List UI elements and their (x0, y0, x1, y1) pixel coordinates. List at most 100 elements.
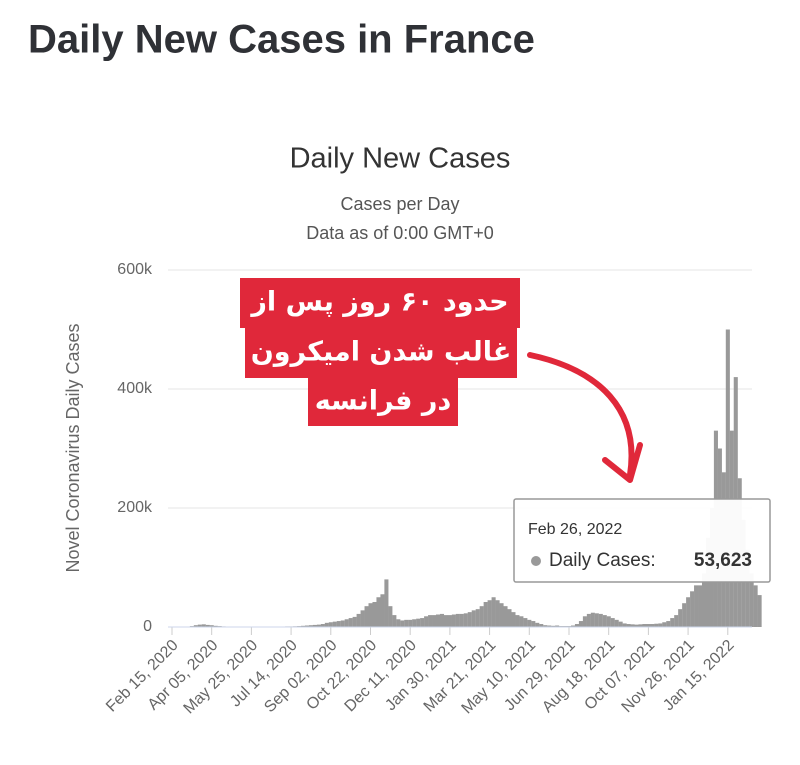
bar (213, 625, 218, 627)
annotation-box (308, 378, 458, 426)
bar (674, 615, 679, 627)
bar (523, 618, 528, 627)
bar (626, 624, 631, 627)
bar (412, 619, 417, 627)
bar (416, 618, 421, 627)
bar (757, 595, 762, 627)
bar (642, 624, 647, 627)
bar (598, 613, 603, 627)
bar (455, 613, 460, 627)
bar (594, 613, 599, 627)
bar (753, 585, 758, 627)
bar (384, 579, 389, 627)
bar (467, 612, 472, 627)
bar (499, 603, 504, 627)
bar (340, 620, 345, 627)
annotation-text: غالب شدن امیکرون (251, 337, 512, 368)
bar (312, 624, 317, 627)
bar (356, 613, 361, 627)
bar (424, 616, 429, 627)
bar (555, 625, 560, 627)
bar (578, 621, 583, 627)
bar (324, 622, 329, 627)
bar (582, 616, 587, 627)
bar (209, 625, 214, 627)
page-title: Daily New Cases in France (28, 18, 535, 62)
bar (678, 609, 683, 627)
bar (690, 591, 695, 627)
bar (348, 618, 353, 627)
y-tick-label: 400k (117, 380, 153, 397)
bar (654, 623, 659, 627)
bar (364, 606, 369, 627)
bar (376, 597, 381, 627)
bar (447, 615, 452, 627)
bar (435, 614, 441, 627)
bar (439, 613, 445, 627)
chart-title: Daily New Cases (290, 143, 511, 175)
bar (328, 622, 333, 627)
bar (725, 329, 730, 627)
bar (682, 603, 687, 627)
annotation-box (245, 328, 517, 378)
bar (574, 624, 580, 627)
annotation-box (240, 278, 520, 328)
bar (483, 602, 488, 627)
bar (459, 613, 464, 627)
bar (666, 621, 671, 627)
bar (630, 624, 635, 627)
bar (380, 594, 385, 627)
bar (539, 624, 544, 627)
bar (372, 602, 377, 627)
bar (352, 616, 357, 627)
bar (531, 621, 536, 627)
tooltip-value: 53,623 (694, 550, 752, 571)
bar (392, 615, 397, 627)
bar (301, 625, 306, 627)
bar (606, 616, 611, 627)
annotation-text: در فرانسه (315, 386, 452, 417)
bar (658, 623, 663, 627)
bar (197, 624, 202, 627)
bar (646, 624, 651, 627)
bar (543, 625, 548, 627)
annotation-arrow (602, 442, 643, 483)
bar (396, 619, 401, 627)
bar (487, 600, 492, 627)
bar (638, 624, 643, 627)
bar (622, 623, 627, 627)
bar (745, 549, 750, 627)
bar (634, 624, 639, 627)
bar (408, 619, 413, 627)
bar (610, 618, 615, 627)
bar (686, 597, 691, 627)
bar (511, 612, 516, 627)
bar (432, 615, 437, 627)
bar (368, 603, 373, 627)
bar (547, 625, 552, 627)
bar (570, 625, 576, 627)
bar (360, 610, 365, 627)
bar (443, 615, 448, 627)
annotation-arrow (527, 352, 635, 478)
bar (400, 620, 405, 627)
bar (701, 573, 707, 627)
bar (662, 622, 667, 627)
bar (475, 609, 480, 627)
bar (694, 585, 699, 627)
y-tick-label: 200k (117, 499, 153, 516)
annotation: حدود ۶۰ روز پس از غالب شدن امیکرون در فر… (240, 278, 643, 483)
bar (670, 618, 675, 627)
bar (332, 621, 337, 627)
annotation-text: حدود ۶۰ روز پس از (249, 287, 508, 318)
bar (519, 616, 524, 627)
bar (304, 625, 310, 627)
bar (515, 615, 520, 627)
bar (602, 615, 607, 627)
bar (586, 613, 591, 627)
bar (551, 625, 556, 627)
tooltip-date: Feb 26, 2022 (528, 521, 622, 538)
bar (479, 606, 484, 627)
bar (463, 613, 468, 627)
